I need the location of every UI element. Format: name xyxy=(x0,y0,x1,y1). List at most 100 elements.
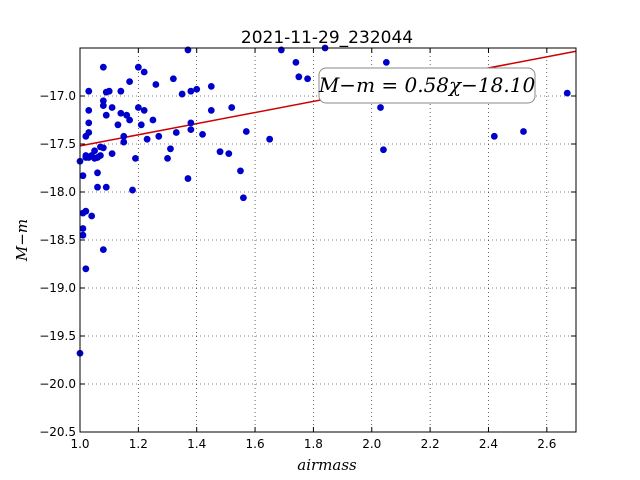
y-axis-label: M−m xyxy=(13,219,31,262)
data-point xyxy=(99,102,107,109)
data-point xyxy=(149,116,157,124)
data-point xyxy=(99,63,107,71)
data-point xyxy=(295,73,303,81)
data-point xyxy=(377,104,384,111)
x-tick-label: 1.0 xyxy=(70,437,89,451)
y-tick-label: −18.0 xyxy=(39,185,76,199)
data-point xyxy=(126,116,133,124)
data-point xyxy=(382,59,390,66)
data-point xyxy=(120,132,128,140)
data-point xyxy=(292,59,300,66)
data-point xyxy=(304,75,311,83)
data-point xyxy=(85,129,93,136)
x-tick-label: 1.2 xyxy=(129,437,148,451)
data-points xyxy=(76,44,571,357)
data-point xyxy=(99,246,107,254)
data-point xyxy=(102,111,110,119)
data-point xyxy=(140,107,148,114)
data-point xyxy=(99,144,107,152)
y-tick-label: −20.0 xyxy=(39,377,76,391)
data-point xyxy=(134,63,142,71)
data-point xyxy=(94,183,101,191)
x-tick-label: 2.6 xyxy=(537,437,556,451)
data-point xyxy=(140,68,148,76)
data-point xyxy=(199,131,206,138)
data-point xyxy=(490,132,498,140)
data-point xyxy=(88,212,96,220)
data-point xyxy=(79,172,87,180)
data-point xyxy=(237,167,244,175)
data-point xyxy=(143,135,151,143)
data-point xyxy=(155,132,163,140)
x-tick-label: 1.6 xyxy=(246,437,265,451)
data-point xyxy=(207,107,215,114)
chart-title: 2021-11-29_232044 xyxy=(241,28,413,48)
data-point xyxy=(167,145,174,153)
data-point xyxy=(137,121,145,129)
data-point xyxy=(563,89,571,97)
data-point xyxy=(207,83,215,90)
data-point xyxy=(79,225,87,232)
data-point xyxy=(134,104,142,111)
data-point xyxy=(132,155,139,162)
data-point xyxy=(94,169,101,177)
y-tick-label: −19.5 xyxy=(39,329,76,343)
x-axis-ticks: 1.0 1.2 1.4 1.6 1.8 2.0 2.2 2.4 2.6 xyxy=(70,48,556,451)
data-point xyxy=(85,107,93,114)
data-point xyxy=(102,88,110,96)
x-tick-label: 2.4 xyxy=(479,437,498,451)
data-point xyxy=(108,150,116,158)
data-point xyxy=(91,147,98,155)
data-point xyxy=(187,119,195,127)
x-tick-label: 1.8 xyxy=(304,437,323,451)
data-point xyxy=(102,183,110,191)
x-tick-label: 1.4 xyxy=(187,437,206,451)
data-point xyxy=(193,85,201,93)
data-point xyxy=(120,138,128,146)
data-point xyxy=(184,175,192,182)
data-point xyxy=(82,265,90,273)
data-point xyxy=(266,135,274,143)
data-point xyxy=(187,87,195,95)
y-tick-label: −19.0 xyxy=(39,281,76,295)
data-point xyxy=(82,207,90,215)
data-point xyxy=(108,104,116,111)
y-axis-ticks: −17.0 −17.5 −18.0 −18.5 −19.0 −19.5 −20.0 −20.5 xyxy=(39,89,576,439)
x-tick-label: 2.2 xyxy=(421,437,440,451)
data-point xyxy=(239,194,247,202)
y-tick-label: −18.5 xyxy=(39,233,76,247)
equation-box-frame xyxy=(318,67,536,104)
data-point xyxy=(225,150,233,158)
data-point xyxy=(117,109,125,117)
x-tick-label: 2.0 xyxy=(362,437,381,451)
data-point xyxy=(380,146,387,154)
fit-equation: M−m = 0.58χ−18.10 xyxy=(318,73,536,97)
data-point xyxy=(129,186,136,194)
data-point xyxy=(126,78,133,85)
data-point xyxy=(187,126,195,133)
data-point xyxy=(172,129,180,136)
grid-lines xyxy=(80,48,576,432)
x-axis-label: airmass xyxy=(297,456,357,474)
data-point xyxy=(85,87,93,95)
data-point xyxy=(228,104,236,111)
data-point xyxy=(99,97,107,105)
data-point xyxy=(152,81,160,88)
data-point xyxy=(114,121,122,129)
y-tick-label: −17.5 xyxy=(39,137,76,151)
y-tick-label: −20.5 xyxy=(39,425,76,439)
data-point xyxy=(242,128,250,135)
y-tick-label: −17.0 xyxy=(39,89,76,103)
data-point xyxy=(85,119,93,127)
data-point xyxy=(216,148,224,156)
data-point xyxy=(169,75,177,83)
equation-box: M−m = 0.58χ−18.10 xyxy=(318,67,536,104)
data-point xyxy=(85,154,93,161)
data-point xyxy=(117,87,125,95)
data-point xyxy=(520,128,527,135)
data-point xyxy=(164,155,171,162)
data-point xyxy=(94,154,101,161)
data-point xyxy=(178,90,186,98)
data-point xyxy=(79,231,87,239)
